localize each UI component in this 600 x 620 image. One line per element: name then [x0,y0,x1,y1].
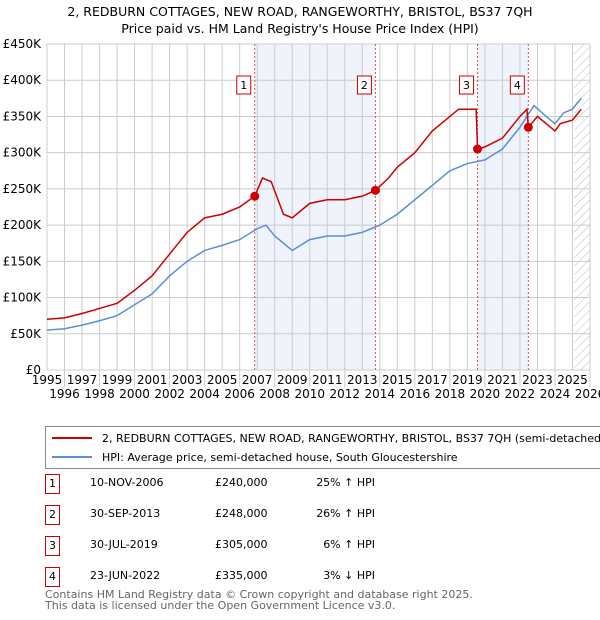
sale-hpi-diff: 25% ↑ HPI [316,476,375,489]
x-tick-label: 2023 [522,373,553,387]
sale-hpi-diff: 6% ↑ HPI [323,538,375,551]
sale-label: 4 [514,79,521,92]
x-tick-label: 2018 [435,387,466,401]
x-tick-label: 2016 [400,387,431,401]
sale-hpi-diff: 26% ↑ HPI [316,507,375,520]
y-tick-label: £200K [3,218,43,232]
sale-label-box [509,75,525,95]
x-tick-label: 2017 [417,373,448,387]
property-price-line [46,107,582,321]
x-tick-label: 2013 [347,373,378,387]
legend-blue-label: HPI: Average price, semi-detached house,… [102,450,458,464]
sale-price: £305,000 [215,538,268,551]
x-tick-label: 2000 [119,387,150,401]
hpi-line [46,97,582,331]
sale-label-box [236,75,252,95]
y-tick-label: £350K [3,109,43,123]
y-tick-label: £300K [3,146,43,160]
sale-point [370,185,380,195]
sale-point [473,144,483,154]
x-tick-label: 2014 [365,387,396,401]
x-tick-label: 2011 [312,373,343,387]
x-tick-label: 2026 [575,387,600,401]
x-tick-label: 2010 [294,387,325,401]
x-tick-label: 2015 [382,373,413,387]
x-tick-label: 2006 [224,387,255,401]
x-tick-label: 2012 [330,387,361,401]
footer-licence: This data is licensed under the Open Gov… [45,599,396,612]
x-tick-label: 1997 [67,373,98,387]
y-tick-label: £0 [26,363,41,377]
footer: Contains HM Land Registry data © Crown c… [45,589,473,611]
x-tick-label: 2025 [557,373,588,387]
sale-number-box: 3 [45,536,60,556]
chart-title: 2, REDBURN COTTAGES, NEW ROAD, RANGEWORT… [67,4,533,19]
sale-number-box: 4 [45,567,60,587]
sale-date: 30-SEP-2013 [90,507,161,520]
x-tick-label: 2024 [540,387,571,401]
y-tick-label: £150K [3,254,43,268]
footer-copyright: Contains HM Land Registry data © Crown c… [45,588,473,601]
sale-point [250,191,260,201]
x-tick-label: 2008 [259,387,290,401]
x-tick-label: 1999 [102,373,133,387]
sale-number-box: 2 [45,505,60,525]
sale-date: 23-JUN-2022 [90,569,161,582]
x-tick-label: 1995 [32,373,63,387]
x-tick-label: 2020 [470,387,501,401]
legend-red-swatch [52,437,92,439]
sale-price: £240,000 [215,476,268,489]
y-tick-label: £450K [3,37,43,51]
x-tick-label: 2001 [137,373,168,387]
sale-label: 1 [240,79,247,92]
legend-red-label: 2, REDBURN COTTAGES, NEW ROAD, RANGEWORT… [102,431,600,445]
y-tick-label: £250K [3,182,43,196]
x-tick-label: 2003 [172,373,203,387]
x-tick-label: 2004 [189,387,220,401]
plot-border [46,43,591,371]
legend-blue-swatch [52,456,92,458]
sale-label: 2 [361,79,368,92]
y-tick-label: £400K [3,73,43,87]
x-tick-label: 2009 [277,373,308,387]
x-tick-label: 2021 [487,373,518,387]
sale-hpi-diff: 3% ↓ HPI [323,569,375,582]
y-tick-label: £50K [10,327,42,341]
sale-point [523,122,533,132]
x-tick-label: 2007 [242,373,273,387]
x-tick-label: 2005 [207,373,238,387]
sale-label: 3 [463,79,470,92]
sale-label-box [356,75,372,95]
y-tick-label: £100K [3,291,43,305]
x-tick-label: 2022 [505,387,536,401]
chart-subtitle: Price paid vs. HM Land Registry's House … [121,21,479,36]
forecast-hatch [574,44,590,370]
x-tick-label: 2002 [154,387,185,401]
sale-number-box: 1 [45,474,60,494]
sale-price: £248,000 [215,507,268,520]
sale-date: 30-JUL-2019 [90,538,158,551]
price-chart: £0 £50K £100K £150K £200K £250K £300K £350K £400… [3,37,600,401]
sale-date: 10-NOV-2006 [90,476,164,489]
sale-price: £335,000 [215,569,268,582]
legend: 2, REDBURN COTTAGES, NEW ROAD, RANGEWORT… [45,426,600,469]
x-tick-label: 1996 [49,387,80,401]
x-tick-label: 2019 [452,373,483,387]
sale-label-box [459,75,475,95]
x-tick-label: 1998 [84,387,115,401]
